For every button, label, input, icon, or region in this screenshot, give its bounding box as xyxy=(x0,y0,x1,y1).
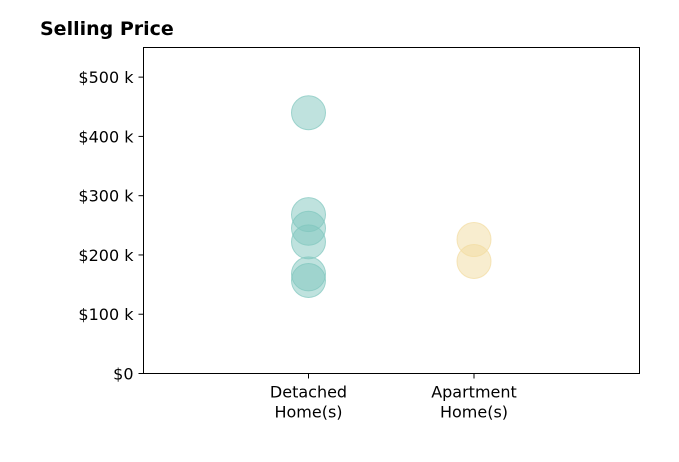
y-tick-label: $400 k xyxy=(78,127,134,146)
x-axis: Detached Home(s) Apartment Home(s) xyxy=(270,373,517,422)
y-tick-label: $0 xyxy=(113,365,133,384)
y-tick-label: $300 k xyxy=(78,187,134,206)
x-tick-label: Apartment Home(s) xyxy=(431,383,517,422)
data-points xyxy=(291,95,492,298)
x-tick-label: Detached Home(s) xyxy=(270,383,347,422)
data-point xyxy=(456,243,492,279)
y-tick-label: $500 k xyxy=(78,68,134,87)
y-tick-label: $100 k xyxy=(78,305,134,324)
chart-title: Selling Price xyxy=(40,18,174,40)
y-tick-label: $200 k xyxy=(78,246,134,265)
data-point xyxy=(291,95,326,131)
plot-area-frame xyxy=(143,47,640,374)
y-axis: $0 $100 k $200 k $300 k $400 k $500 k xyxy=(78,68,144,384)
data-point xyxy=(291,224,326,260)
data-point xyxy=(291,262,326,298)
